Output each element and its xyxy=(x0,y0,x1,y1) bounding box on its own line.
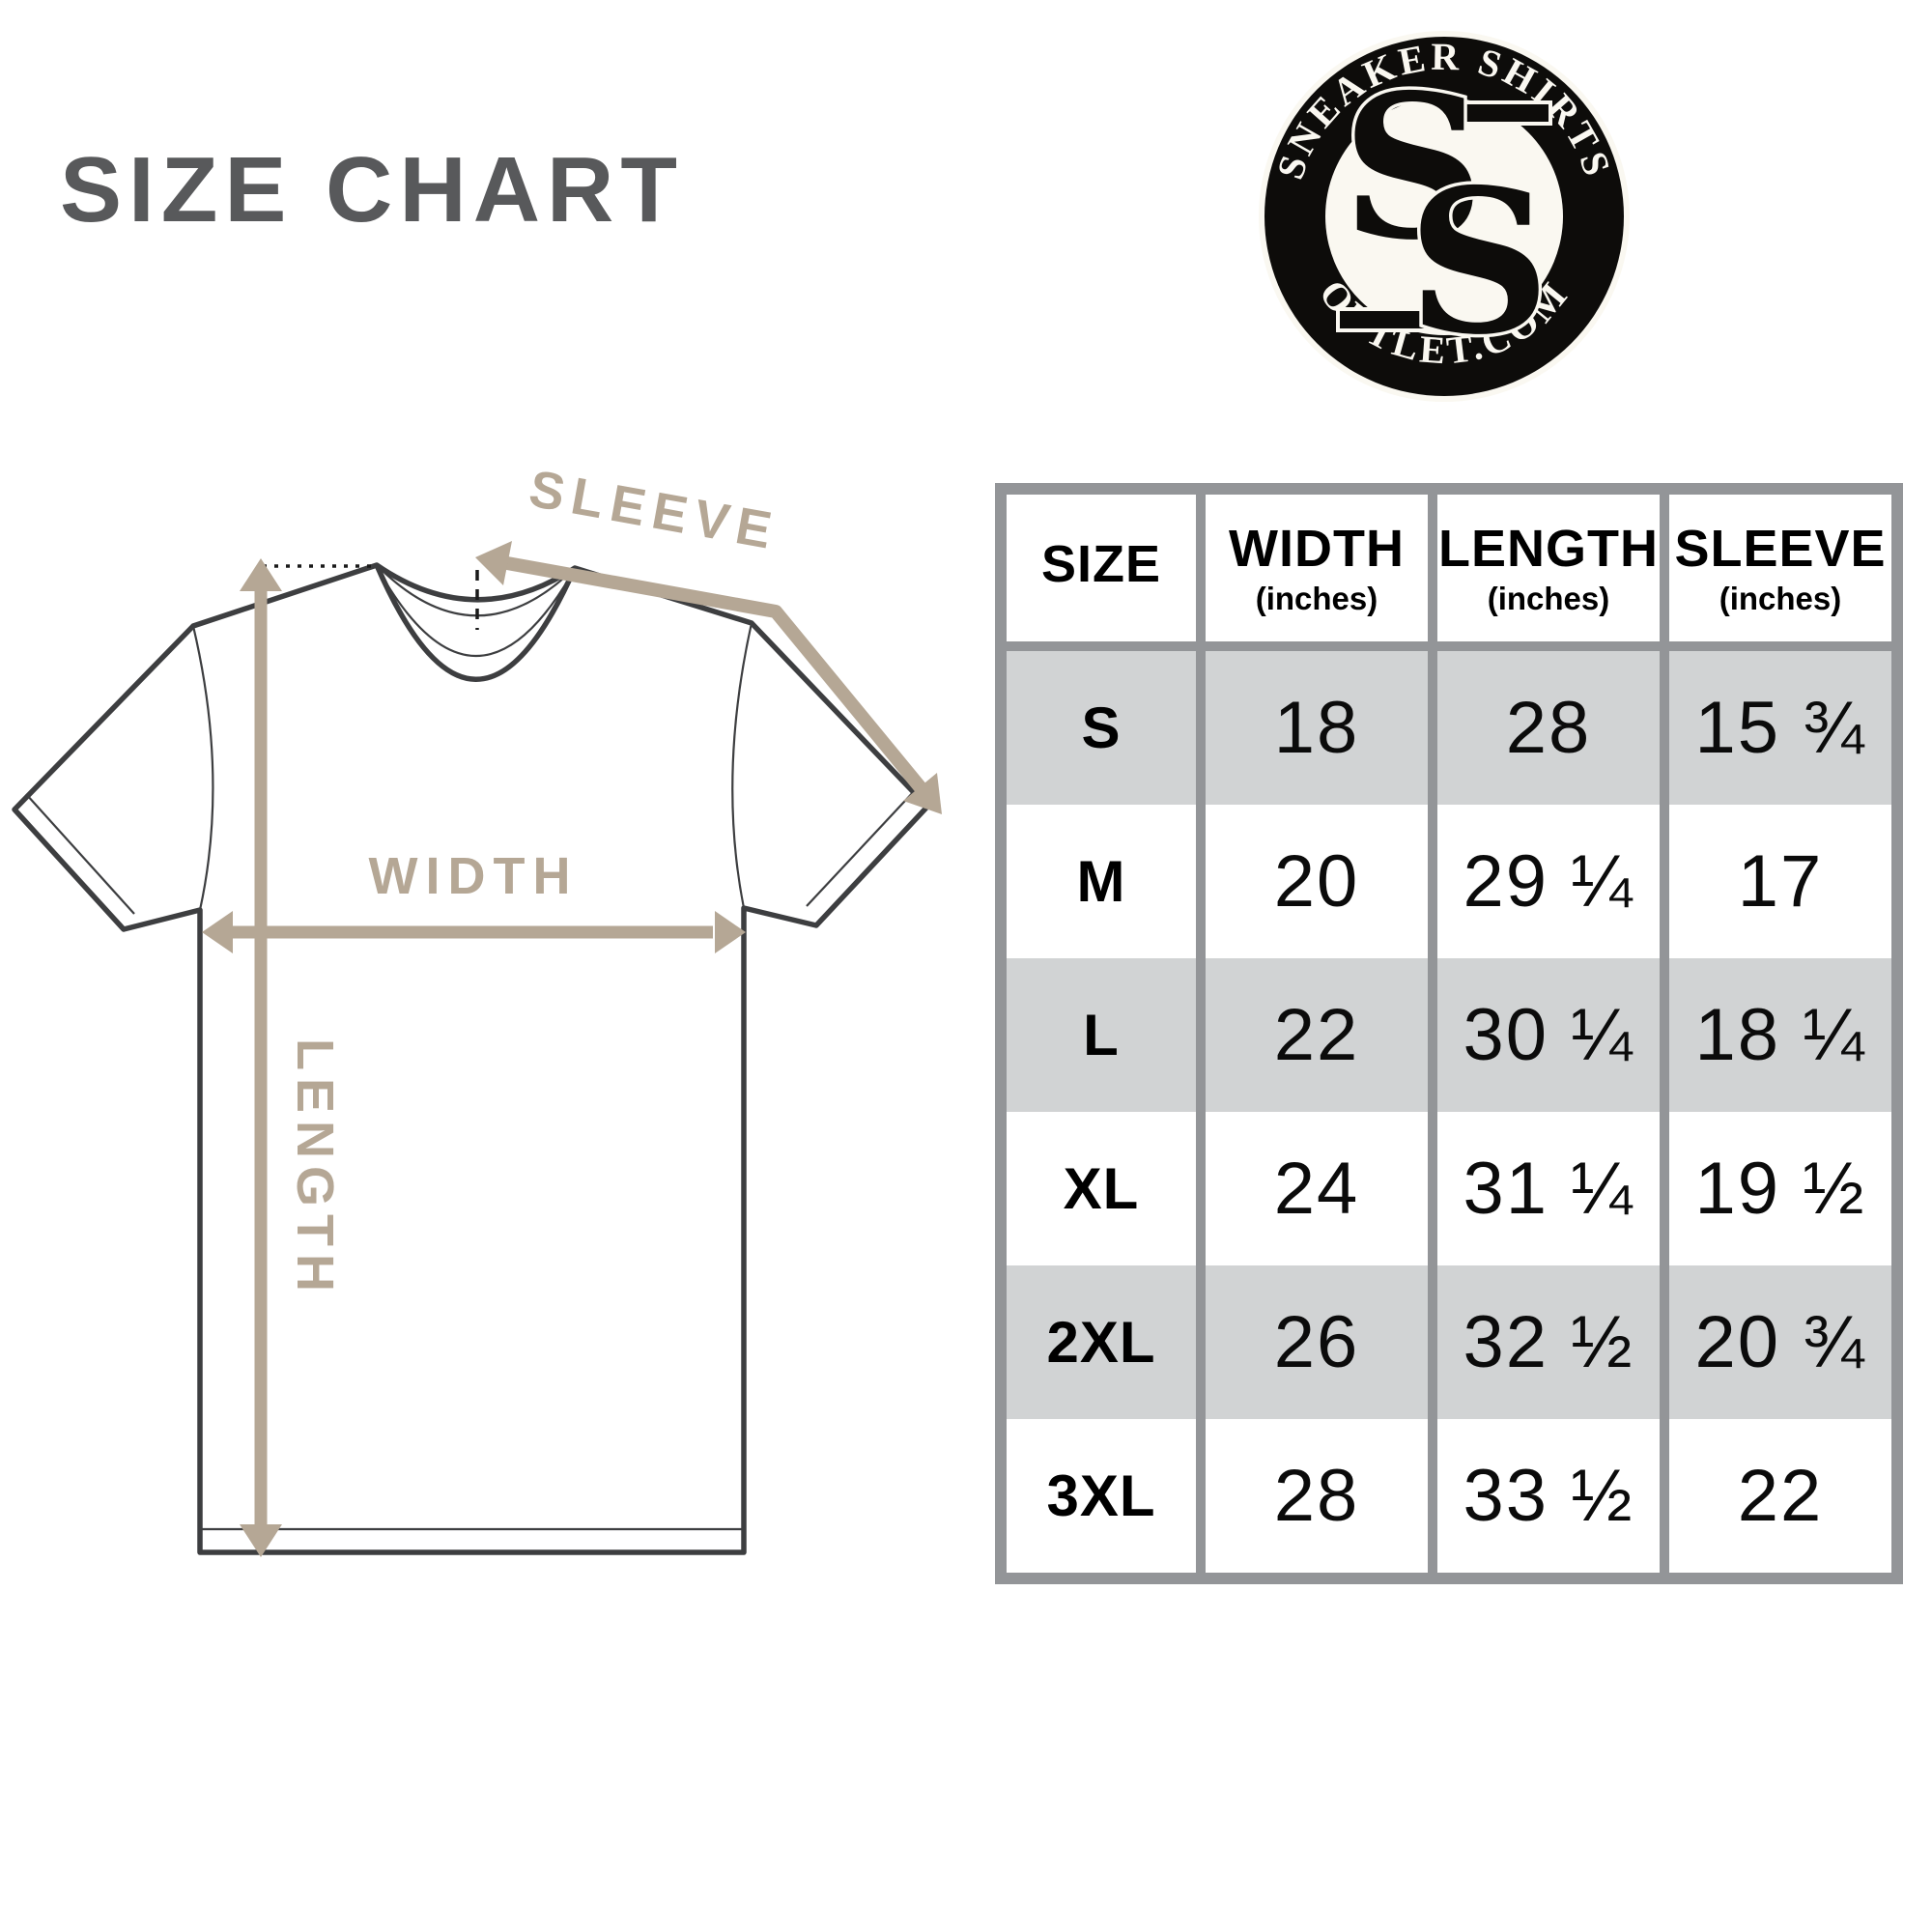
table-cell-length: 31 ¼ xyxy=(1437,1112,1660,1265)
table-cell-sleeve: 15 ¾ xyxy=(1669,651,1891,805)
table-cell-width: 22 xyxy=(1206,958,1428,1112)
tshirt-outline xyxy=(12,562,930,1555)
table-cell-size: S xyxy=(1007,651,1196,805)
tshirt-silhouette xyxy=(12,562,930,1555)
table-cell-length: 29 ¼ xyxy=(1437,805,1660,958)
logo-ss-monogram: S S xyxy=(1336,49,1554,383)
monogram-s-2: S xyxy=(1407,147,1550,379)
table-cell-sleeve: 22 xyxy=(1669,1419,1891,1573)
tshirt-diagram: WIDTH LENGTH SLEEVE xyxy=(12,460,942,1557)
header-cell-sleeve: SLEEVE (inches) xyxy=(1669,495,1891,651)
table-cell-width: 26 xyxy=(1206,1265,1428,1419)
table-cell-length: 28 xyxy=(1437,651,1660,805)
page-title: SIZE CHART xyxy=(60,138,684,242)
table-cell-width: 20 xyxy=(1206,805,1428,958)
width-label: WIDTH xyxy=(369,847,579,905)
width-arrowhead-left xyxy=(202,911,233,953)
monogram-top-bar xyxy=(1447,100,1552,126)
width-arrow xyxy=(202,911,746,953)
length-arrowhead-top xyxy=(240,558,282,591)
collar-front-edge xyxy=(374,563,578,682)
header-cell-width: WIDTH (inches) xyxy=(1206,495,1428,651)
table-cell-width: 28 xyxy=(1206,1419,1428,1573)
table-cell-length: 33 ½ xyxy=(1437,1419,1660,1573)
width-arrowhead-right xyxy=(715,911,746,953)
armhole-seam-left xyxy=(191,625,214,911)
length-arrowhead-bottom xyxy=(240,1524,282,1557)
table-cell-sleeve: 19 ½ xyxy=(1669,1112,1891,1265)
sleeve-hem-seam-right xyxy=(806,786,919,907)
length-label: LENGTH xyxy=(286,1038,344,1299)
armhole-seam-right xyxy=(731,622,753,909)
table-cell-width: 18 xyxy=(1206,651,1428,805)
table-cell-sleeve: 18 ¼ xyxy=(1669,958,1891,1112)
table-cell-width: 24 xyxy=(1206,1112,1428,1265)
logo-inner-circle xyxy=(1325,98,1563,335)
table-cell-size: M xyxy=(1007,805,1196,958)
table-cell-length: 30 ¼ xyxy=(1437,958,1660,1112)
length-arrow xyxy=(240,558,282,1557)
table-cell-sleeve: 20 ¾ xyxy=(1669,1265,1891,1419)
sleeve-arrowhead-start xyxy=(475,541,512,585)
header-cell-length: LENGTH (inches) xyxy=(1437,495,1660,651)
sleeve-arrowhead-end xyxy=(903,773,942,814)
sleeve-label: SLEEVE xyxy=(525,460,783,561)
collar-inner-seam xyxy=(379,571,573,657)
monogram-bottom-bar xyxy=(1336,307,1441,332)
header-cell-size: SIZE xyxy=(1007,495,1196,651)
table-cell-sleeve: 17 xyxy=(1669,805,1891,958)
table-cell-size: 3XL xyxy=(1007,1419,1196,1573)
size-table: SIZE WIDTH (inches) LENGTH (inches) SLEE… xyxy=(995,483,1903,1584)
table-cell-size: L xyxy=(1007,958,1196,1112)
sleeve-arrow xyxy=(475,541,942,814)
monogram-s-1: S xyxy=(1342,52,1485,284)
table-cell-size: 2XL xyxy=(1007,1265,1196,1419)
sleeve-hem-seam-left xyxy=(25,793,135,915)
table-cell-size: XL xyxy=(1007,1112,1196,1265)
table-cell-length: 32 ½ xyxy=(1437,1265,1660,1419)
brand-logo-icon: SNEAKER SHIRTS OUTLET.COM S S xyxy=(1259,31,1630,402)
measurement-guides xyxy=(263,564,479,630)
